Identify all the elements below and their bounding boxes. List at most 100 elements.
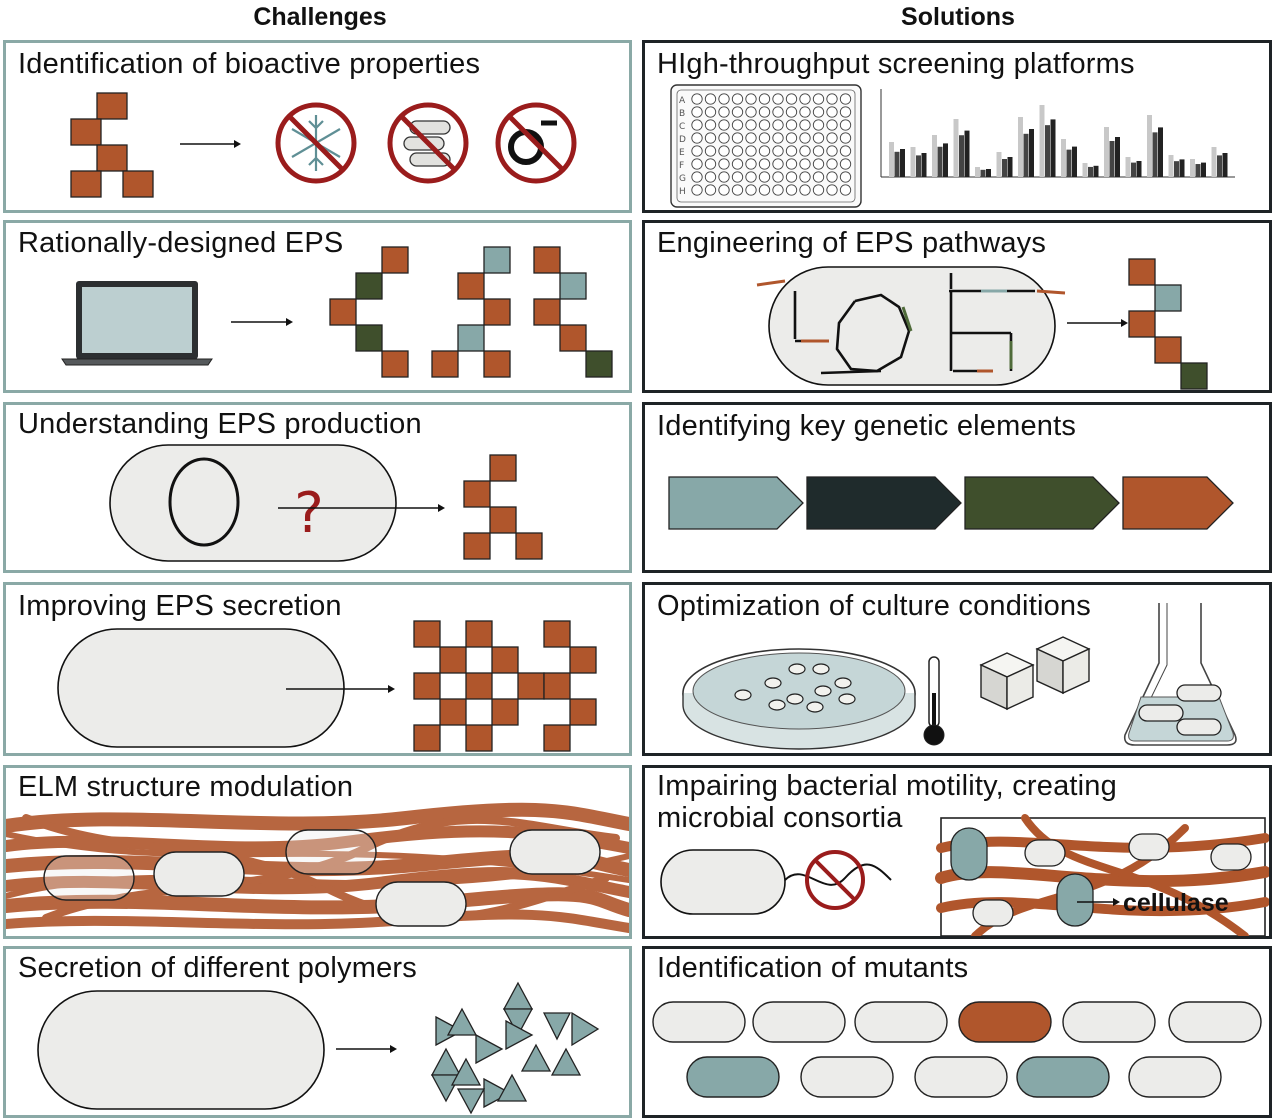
plate-well [745, 145, 757, 157]
triangle-polymer-cluster-icon [430, 981, 600, 1115]
microplate-icon: A B C D E F G H [670, 84, 862, 208]
plate-well [745, 171, 757, 183]
plate-well [704, 106, 717, 118]
plate-well [839, 184, 852, 196]
panel-title: ELM structure modulation [18, 771, 354, 803]
mini-bar [1217, 155, 1222, 177]
panel-title: HIgh-throughput screening platforms [657, 48, 1135, 80]
eps-production-illustration: ? [109, 444, 543, 562]
mini-bar [953, 119, 959, 177]
plate-well [704, 184, 717, 196]
mini-bar [1158, 127, 1163, 177]
laptop-icon [61, 281, 213, 366]
designed-polymer-3-icon [533, 246, 613, 378]
plate-well [839, 119, 852, 131]
plate-well [826, 106, 838, 118]
plate-well [812, 184, 825, 196]
plate-well [772, 106, 784, 118]
arrow-icon [1067, 319, 1128, 327]
plate-row-label: A [679, 96, 686, 106]
mini-bar [1115, 137, 1120, 177]
mini-bar [1082, 163, 1088, 177]
thermometer-icon [923, 656, 945, 746]
panel-title: Engineering of EPS pathways [657, 227, 1047, 259]
plate-well [731, 132, 744, 144]
plate-well [772, 132, 784, 144]
plate-well [826, 184, 838, 196]
gene-arrow-1 [668, 476, 804, 530]
plate-well [704, 132, 717, 144]
mini-bar [975, 167, 980, 177]
gene-arrow-4 [1122, 476, 1234, 530]
plate-well [704, 93, 717, 105]
plate-well [745, 158, 757, 170]
bioactive-illustration [70, 92, 577, 198]
plate-well [691, 158, 703, 170]
challenge-panel-rational-design: Rationally-designed EPS [3, 220, 632, 393]
plate-well [772, 184, 784, 196]
plate-well [731, 106, 744, 118]
mini-bar [1125, 157, 1131, 177]
solution-panel-high-throughput: HIgh-throughput screening platforms A B … [642, 40, 1272, 213]
mini-bar [943, 143, 948, 177]
plate-well [758, 184, 771, 196]
mini-bar [1168, 155, 1174, 177]
plate-row-label: H [679, 187, 686, 197]
arrow-icon [180, 140, 241, 148]
plate-well [826, 119, 838, 131]
gene-arrow-3 [964, 476, 1120, 530]
panel-title: Identification of mutants [657, 952, 969, 984]
mini-bar [980, 169, 986, 177]
eps-secretion-illustration [57, 620, 597, 752]
solutions-header: Solutions [901, 3, 1015, 31]
plate-well [785, 93, 798, 105]
plate-well [799, 93, 811, 105]
mini-bar [894, 151, 900, 177]
plate-well [839, 106, 852, 118]
plate-well [826, 145, 838, 157]
plate-well [745, 106, 757, 118]
mini-bar [1066, 149, 1072, 177]
flask-icon [1123, 603, 1237, 746]
no-bacteria-icon [387, 102, 469, 184]
sugar-cubes-icon [979, 636, 1091, 711]
plate-well [785, 145, 798, 157]
question-mark: ? [294, 481, 324, 546]
plate-well [691, 93, 703, 105]
plate-well [785, 184, 798, 196]
arrow-icon [286, 685, 395, 693]
plate-well [718, 171, 730, 183]
plate-well [704, 145, 717, 157]
plate-well [839, 132, 852, 144]
challenge-panel-eps-production: Understanding EPS production ? [3, 402, 632, 573]
plate-well [731, 145, 744, 157]
plate-well [799, 158, 811, 170]
motility-consortia-illustration: cellulase [660, 814, 1269, 936]
mini-bar [1104, 127, 1109, 177]
plate-well [826, 171, 838, 183]
plate-well [799, 184, 811, 196]
flagellum-icon [784, 863, 892, 886]
no-antioxidant-icon [495, 102, 577, 184]
plate-well [704, 171, 717, 183]
plate-well [691, 145, 703, 157]
plate-row-label: C [679, 122, 685, 132]
petri-dish-icon [682, 648, 916, 750]
plate-well [812, 171, 825, 183]
rational-design-illustration [61, 246, 613, 378]
mini-bar [1029, 129, 1034, 177]
challenges-header: Challenges [253, 3, 387, 31]
mini-bar [986, 169, 991, 177]
mini-bar [1174, 161, 1179, 177]
plate-well [758, 119, 771, 131]
solution-panel-mutants: Identification of mutants [642, 946, 1272, 1118]
mini-bar [910, 147, 916, 177]
plate-well [812, 93, 825, 105]
plate-well [826, 93, 838, 105]
mini-bar [1201, 162, 1206, 177]
bacterial-cell-icon [37, 990, 325, 1110]
different-polymers-illustration [37, 981, 600, 1115]
plate-well [799, 132, 811, 144]
plate-well [718, 145, 730, 157]
mini-bar [1131, 162, 1136, 177]
